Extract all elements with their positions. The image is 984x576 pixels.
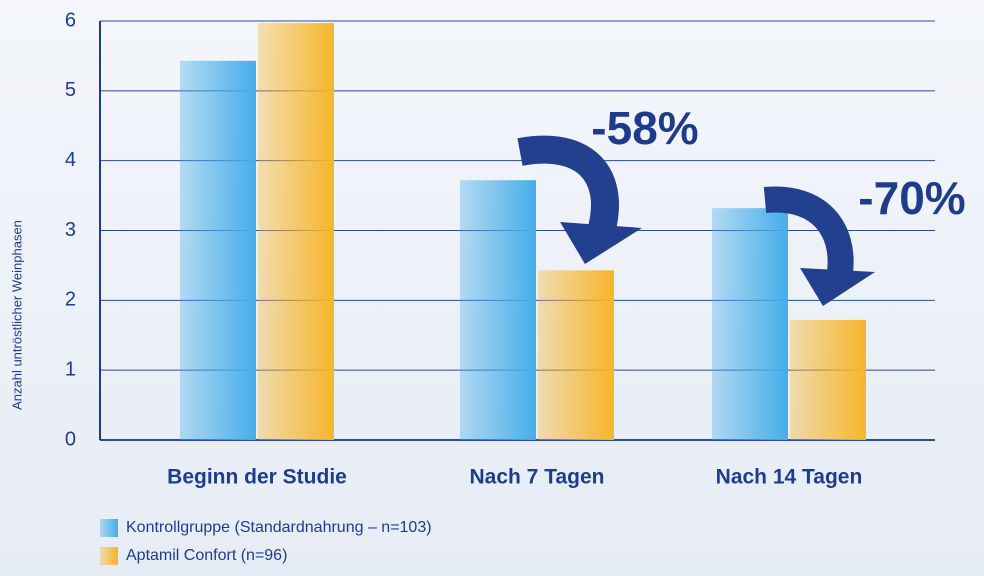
bar bbox=[538, 270, 614, 440]
y-tick-label: 4 bbox=[65, 149, 76, 171]
bar bbox=[712, 208, 788, 440]
y-tick-label: 0 bbox=[65, 428, 76, 450]
y-tick-label: 2 bbox=[65, 289, 76, 311]
legend-swatch bbox=[100, 519, 118, 537]
annotation: -58% bbox=[591, 102, 698, 154]
x-tick-label: Nach 14 Tagen bbox=[716, 466, 863, 489]
x-tick-label: Beginn der Studie bbox=[167, 466, 347, 489]
y-tick-label: 5 bbox=[65, 79, 76, 101]
y-axis-label: Anzahl untröstlicher Weinphasen bbox=[9, 220, 24, 410]
page: Anzahl untröstlicher Weinphasen 0 1 2 3 4 5 6 B… bbox=[0, 0, 984, 576]
bar bbox=[790, 320, 866, 440]
bar bbox=[460, 180, 536, 440]
legend-label: Aptamil Confort (n=96) bbox=[126, 547, 287, 564]
bar bbox=[258, 23, 334, 440]
annotation: -70% bbox=[858, 172, 965, 224]
bar bbox=[180, 61, 256, 440]
y-tick-label: 6 bbox=[65, 9, 76, 31]
y-tick-label: 1 bbox=[65, 358, 76, 380]
y-tick-label: 3 bbox=[65, 219, 76, 241]
legend-swatch bbox=[100, 547, 118, 565]
x-tick-label: Nach 7 Tagen bbox=[470, 466, 605, 489]
legend-label: Kontrollgruppe (Standardnahrung – n=103) bbox=[126, 519, 432, 536]
chart: Anzahl untröstlicher Weinphasen 0 1 2 3 4 5 6 B… bbox=[0, 0, 984, 576]
